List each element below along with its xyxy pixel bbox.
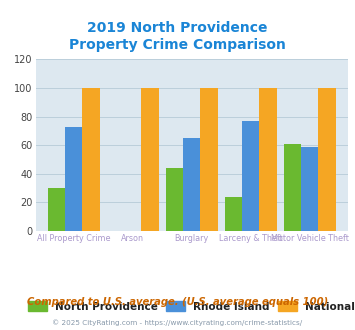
Bar bbox=[242, 121, 260, 231]
Bar bbox=[200, 88, 218, 231]
Bar bbox=[65, 127, 82, 231]
Text: 2019 North Providence
Property Crime Comparison: 2019 North Providence Property Crime Com… bbox=[69, 21, 286, 52]
Bar bbox=[141, 88, 159, 231]
Bar bbox=[183, 138, 200, 231]
Bar bbox=[48, 188, 65, 231]
Legend: North Providence, Rhode Island, National: North Providence, Rhode Island, National bbox=[28, 301, 355, 312]
Bar bbox=[166, 168, 183, 231]
Text: Compared to U.S. average. (U.S. average equals 100): Compared to U.S. average. (U.S. average … bbox=[27, 297, 328, 307]
Bar bbox=[260, 88, 277, 231]
Bar bbox=[318, 88, 336, 231]
Bar bbox=[82, 88, 100, 231]
Bar bbox=[301, 147, 318, 231]
Bar bbox=[284, 144, 301, 231]
Bar bbox=[225, 197, 242, 231]
Text: © 2025 CityRating.com - https://www.cityrating.com/crime-statistics/: © 2025 CityRating.com - https://www.city… bbox=[53, 319, 302, 326]
